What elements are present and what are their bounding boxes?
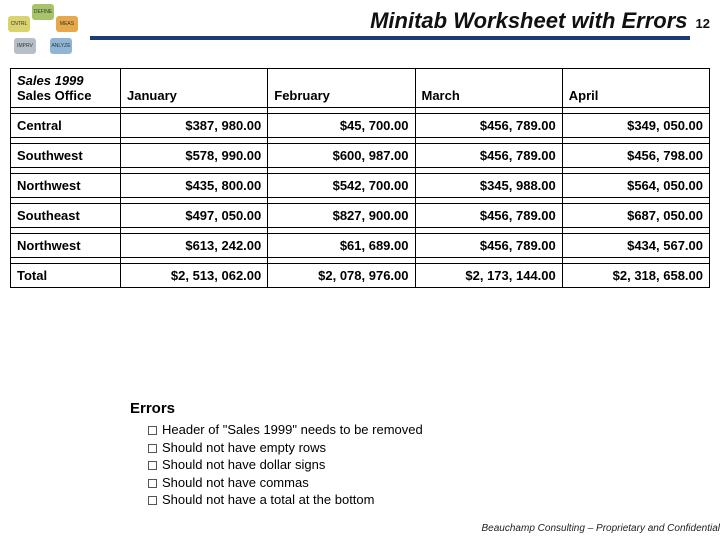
- cell-value: $45, 700.00: [268, 114, 415, 138]
- data-table-wrap: Sales 1999Sales OfficeJanuaryFebruaryMar…: [10, 68, 710, 288]
- cell-value: $456, 789.00: [415, 234, 562, 258]
- column-header: February: [268, 69, 415, 108]
- error-item: Should not have dollar signs: [148, 456, 680, 474]
- cell-value: $456, 798.00: [562, 144, 709, 168]
- slide-title: Minitab Worksheet with Errors: [370, 8, 687, 34]
- error-item: Should not have a total at the bottom: [148, 491, 680, 509]
- cell-value: $2, 173, 144.00: [415, 264, 562, 288]
- cell-value: $456, 789.00: [415, 114, 562, 138]
- errors-section: Errors Header of "Sales 1999" needs to b…: [130, 400, 680, 509]
- row-label: Central: [11, 114, 121, 138]
- table-row: Southwest$578, 990.00$600, 987.00$456, 7…: [11, 144, 710, 168]
- cell-value: $2, 078, 976.00: [268, 264, 415, 288]
- errors-heading: Errors: [130, 400, 680, 417]
- cell-value: $349, 050.00: [562, 114, 709, 138]
- row-label: Southeast: [11, 204, 121, 228]
- column-header: April: [562, 69, 709, 108]
- table-row: Southeast$497, 050.00$827, 900.00$456, 7…: [11, 204, 710, 228]
- corner-line2: Sales Office: [17, 88, 114, 103]
- slide-header: Minitab Worksheet with Errors 12: [90, 8, 710, 34]
- header-rule: [90, 36, 690, 40]
- cell-value: $687, 050.00: [562, 204, 709, 228]
- logo-node: DEFINE: [32, 4, 54, 20]
- table-row: Total$2, 513, 062.00$2, 078, 976.00$2, 1…: [11, 264, 710, 288]
- table-row: Northwest$613, 242.00$61, 689.00$456, 78…: [11, 234, 710, 258]
- cell-value: $435, 800.00: [121, 174, 268, 198]
- cell-value: $578, 990.00: [121, 144, 268, 168]
- row-label: Northwest: [11, 234, 121, 258]
- logo-node: CNTRL: [8, 16, 30, 32]
- row-label: Total: [11, 264, 121, 288]
- cell-value: $2, 513, 062.00: [121, 264, 268, 288]
- row-label: Northwest: [11, 174, 121, 198]
- column-header: March: [415, 69, 562, 108]
- errors-list: Header of "Sales 1999" needs to be remov…: [130, 421, 680, 509]
- table-row: Northwest$435, 800.00$542, 700.00$345, 9…: [11, 174, 710, 198]
- cell-value: $827, 900.00: [268, 204, 415, 228]
- cell-value: $61, 689.00: [268, 234, 415, 258]
- cell-value: $387, 980.00: [121, 114, 268, 138]
- cell-value: $456, 789.00: [415, 204, 562, 228]
- dmaic-logo: DEFINECNTRL MEAS IMPRV ANLYZE: [4, 4, 84, 64]
- corner-line1: Sales 1999: [17, 73, 114, 88]
- table-row: Central$387, 980.00$45, 700.00$456, 789.…: [11, 114, 710, 138]
- footer-text: Beauchamp Consulting – Proprietary and C…: [482, 523, 720, 534]
- error-item: Should not have commas: [148, 474, 680, 492]
- error-item: Should not have empty rows: [148, 439, 680, 457]
- cell-value: $564, 050.00: [562, 174, 709, 198]
- row-label: Southwest: [11, 144, 121, 168]
- logo-node: MEAS: [56, 16, 78, 32]
- cell-value: $2, 318, 658.00: [562, 264, 709, 288]
- cell-value: $434, 567.00: [562, 234, 709, 258]
- cell-value: $456, 789.00: [415, 144, 562, 168]
- table-corner: Sales 1999Sales Office: [11, 69, 121, 108]
- data-table: Sales 1999Sales OfficeJanuaryFebruaryMar…: [10, 68, 710, 288]
- logo-node: IMPRV: [14, 38, 36, 54]
- logo-node: ANLYZE: [50, 38, 72, 54]
- column-header: January: [121, 69, 268, 108]
- slide-number: 12: [696, 16, 710, 31]
- cell-value: $542, 700.00: [268, 174, 415, 198]
- cell-value: $600, 987.00: [268, 144, 415, 168]
- cell-value: $613, 242.00: [121, 234, 268, 258]
- cell-value: $345, 988.00: [415, 174, 562, 198]
- error-item: Header of "Sales 1999" needs to be remov…: [148, 421, 680, 439]
- cell-value: $497, 050.00: [121, 204, 268, 228]
